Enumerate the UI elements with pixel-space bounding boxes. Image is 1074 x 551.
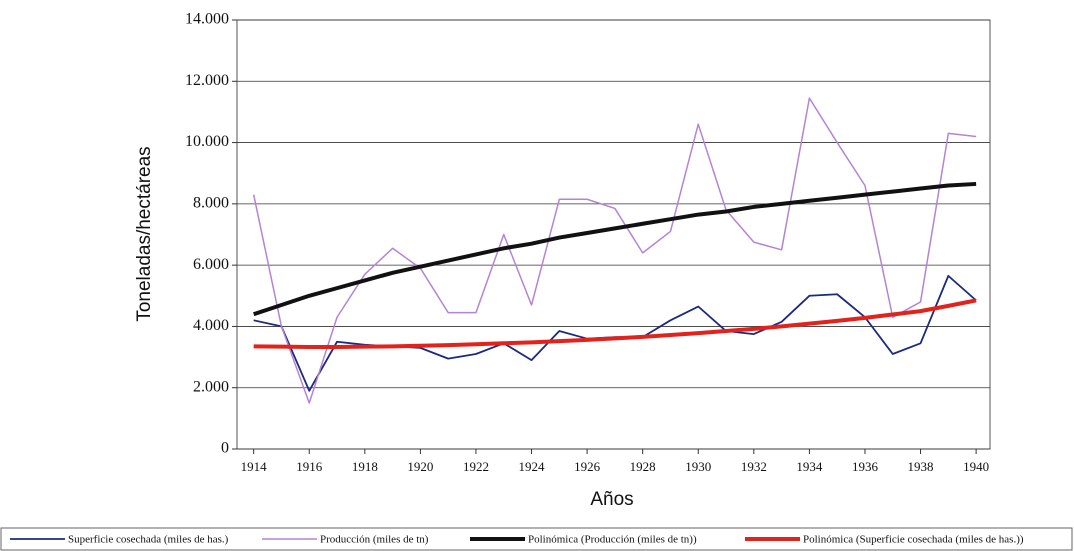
x-tick-label: 1918 — [352, 459, 378, 474]
legend-label: Producción (miles de tn) — [320, 534, 429, 546]
plot-frame — [236, 19, 991, 450]
series-line — [253, 298, 977, 349]
legend-box — [0, 527, 1073, 551]
y-tick-label: 12.000 — [185, 72, 229, 89]
x-tick-label: 1926 — [574, 459, 601, 474]
y-tick-label: 10.000 — [185, 133, 229, 150]
y-tick-label: 8.000 — [193, 195, 229, 212]
x-axis-label: Años — [590, 489, 633, 510]
legend-label: Superficie cosechada (miles de has.) — [68, 534, 229, 546]
x-tick-label: 1932 — [741, 459, 767, 474]
series-line — [253, 181, 977, 317]
x-tick-label: 1936 — [852, 459, 879, 474]
x-tick-label: 1938 — [908, 459, 934, 474]
x-tick-label: 1924 — [519, 459, 546, 474]
legend-label: Polinómica (Superficie cosechada (miles … — [803, 534, 1024, 546]
x-tick-label: 1934 — [796, 459, 823, 474]
y-tick-label: 4.000 — [193, 317, 229, 334]
series-line — [253, 274, 977, 392]
y-tick-label: 2.000 — [193, 378, 229, 395]
y-axis-label: Toneladas/hectáreas — [134, 146, 155, 321]
y-tick-label: 6.000 — [193, 256, 229, 273]
legend-label: Polinómica (Producción (miles de tn)) — [528, 534, 697, 546]
x-tick-label: 1928 — [630, 459, 656, 474]
x-tick-label: 1914 — [241, 459, 268, 474]
x-tick-label: 1916 — [296, 459, 323, 474]
x-tick-label: 1920 — [407, 459, 433, 474]
x-tick-label: 1940 — [963, 459, 989, 474]
series-line — [252, 97, 977, 404]
x-tick-label: 1922 — [463, 459, 489, 474]
y-tick-label: 0 — [221, 440, 229, 457]
y-tick-label: 14.000 — [185, 11, 229, 28]
x-tick-label: 1930 — [685, 459, 711, 474]
